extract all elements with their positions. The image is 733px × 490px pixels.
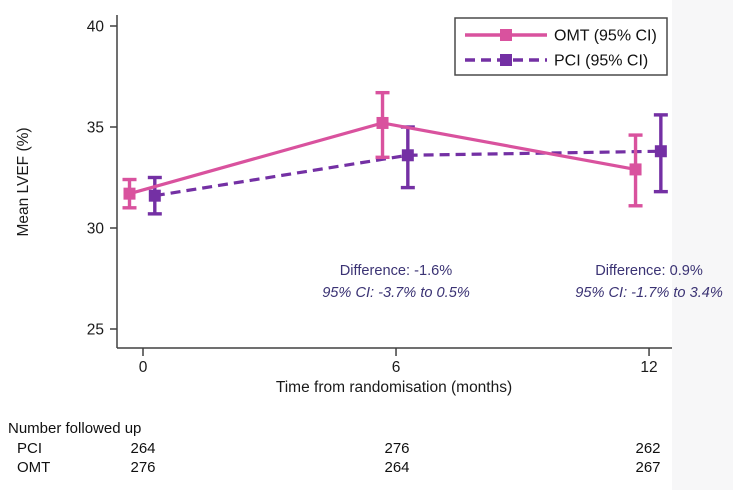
difference-text: Difference: 0.9% xyxy=(595,263,703,279)
data-point-marker xyxy=(654,145,667,158)
data-point-marker xyxy=(148,189,161,202)
difference-annotation: Difference: -1.6% 95% CI: -3.7% to 0.5% xyxy=(322,263,470,301)
x-tick-label: 0 xyxy=(139,359,148,376)
data-point-marker xyxy=(629,163,642,176)
x-tick-label: 6 xyxy=(392,359,401,376)
y-tick-label: 40 xyxy=(87,19,105,36)
y-tick-label: 30 xyxy=(87,221,105,238)
ci-text: 95% CI: -3.7% to 0.5% xyxy=(322,285,470,301)
series-omt xyxy=(122,90,643,210)
data-point-marker xyxy=(123,187,136,200)
legend: OMT (95% CI) PCI (95% CI) xyxy=(454,17,668,76)
lvef-chart: 25 30 35 40 0 6 12 Time from randomisation (mon… xyxy=(15,15,723,396)
difference-text: Difference: -1.6% xyxy=(340,263,453,279)
data-point-marker xyxy=(376,116,389,129)
legend-label: OMT (95% CI) xyxy=(554,28,657,45)
axes xyxy=(110,15,672,356)
difference-annotation: Difference: 0.9% 95% CI: -1.7% to 3.4% xyxy=(575,263,723,301)
ci-text: 95% CI: -1.7% to 3.4% xyxy=(575,285,723,301)
legend-box xyxy=(454,17,668,76)
y-tick-label: 25 xyxy=(87,322,104,339)
legend-marker xyxy=(500,29,512,41)
series-pci xyxy=(147,113,668,216)
y-tick-label: 35 xyxy=(87,120,104,137)
legend-label: PCI (95% CI) xyxy=(554,53,648,70)
y-axis-title: Mean LVEF (%) xyxy=(15,127,32,236)
background-band xyxy=(672,0,733,490)
x-tick-label: 12 xyxy=(640,359,657,376)
axis-labels: 25 30 35 40 0 6 12 Time from randomisation (mon… xyxy=(15,19,658,397)
x-axis-title: Time from randomisation (months) xyxy=(276,379,512,396)
data-point-marker xyxy=(401,149,414,162)
legend-marker xyxy=(500,54,512,66)
